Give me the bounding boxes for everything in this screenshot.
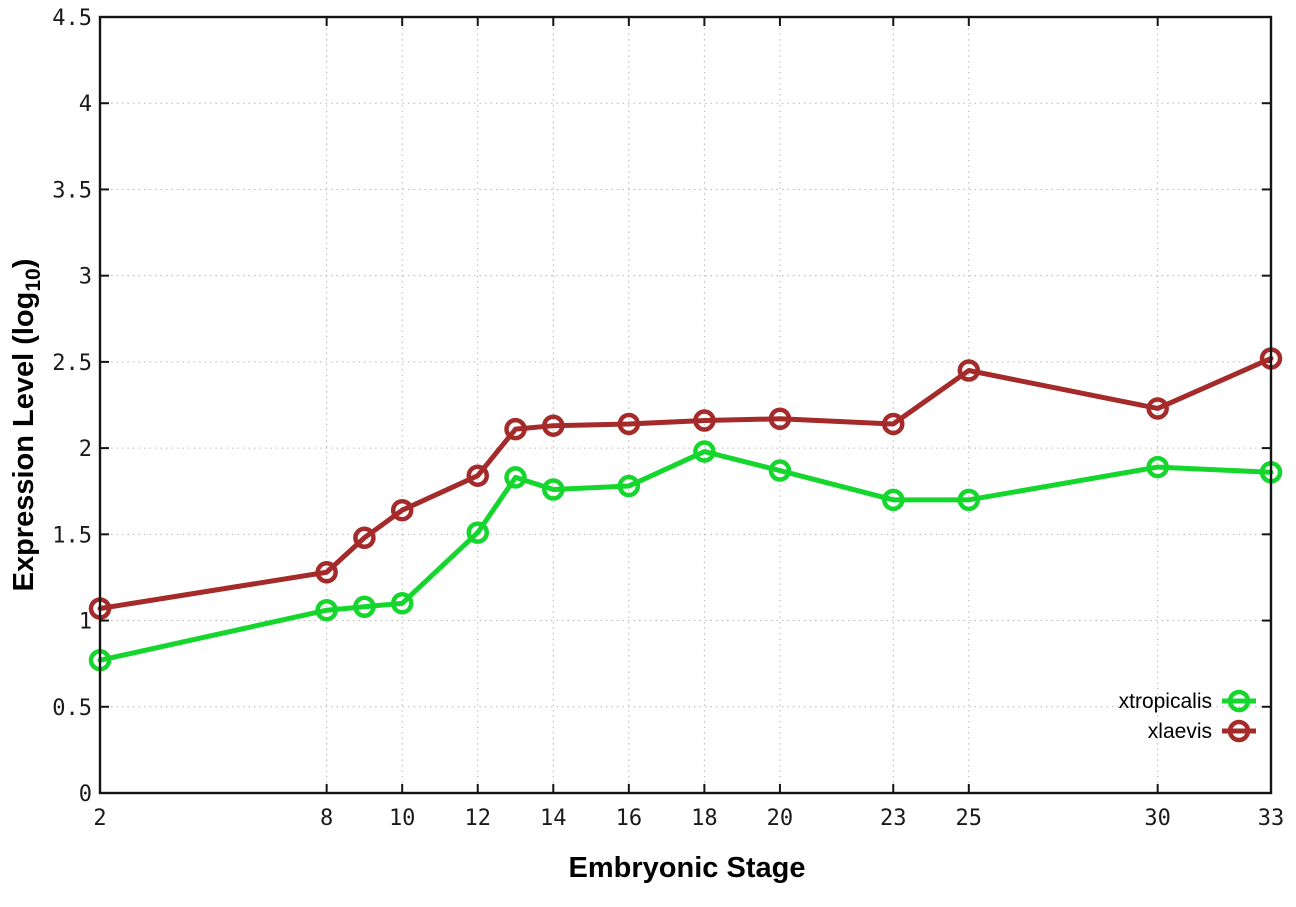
- x-tick-label: 8: [320, 806, 333, 831]
- data-point-xtropicalis-stage-13: [504, 466, 527, 489]
- x-tick-label: 25: [956, 806, 983, 831]
- data-point-xtropicalis-stage-12: [466, 521, 489, 544]
- legend-label-xlaevis: xlaevis: [1148, 720, 1212, 743]
- data-point-xtropicalis-stage-9: [353, 595, 376, 619]
- y-tick-label: 1: [79, 610, 92, 635]
- y-tick-label: 4: [79, 92, 92, 117]
- x-tick-label: 23: [880, 806, 907, 831]
- series-layer: [88, 347, 1283, 672]
- data-point-xtropicalis-stage-23: [882, 488, 905, 512]
- tick-layer: [99, 16, 1272, 794]
- series-line-xtropicalis: [97, 449, 1274, 663]
- plot-border: [98, 15, 1273, 795]
- y-axis-title-main: Expression Level (log: [8, 292, 40, 592]
- data-point-xtropicalis-stage-25: [957, 488, 981, 512]
- data-point-xtropicalis-stage-18: [693, 440, 716, 463]
- data-point-xtropicalis-stage-14: [542, 478, 565, 501]
- y-tick-label: 2.5: [52, 351, 92, 376]
- grid-layer: [99, 16, 1272, 794]
- tick-label-layer: 2 8 10 12 14 16 18 20 23 25 30 33 0 0.5 1 1.5 2 2.5 3 3.5 4 4…: [52, 6, 1284, 831]
- y-axis-title-subscript: 10: [22, 268, 45, 291]
- x-tick-label: 10: [389, 806, 416, 831]
- legend-entry-xlaevis: xlaevis: [1148, 719, 1256, 743]
- data-point-xtropicalis-stage-10: [390, 592, 414, 615]
- y-axis-title: Expression Level (log10): [8, 259, 45, 592]
- data-point-xlaevis-stage-25: [957, 359, 981, 382]
- data-point-xlaevis-stage-12: [466, 464, 489, 487]
- y-tick-label: 4.5: [52, 6, 92, 31]
- data-point-xlaevis-stage-16: [617, 412, 641, 436]
- y-tick-label: 2: [79, 437, 92, 462]
- data-point-xlaevis-stage-14: [542, 414, 565, 437]
- x-tick-label: 16: [616, 806, 643, 831]
- y-tick-label: 0: [79, 782, 92, 807]
- y-tick-label: 3.5: [52, 178, 92, 203]
- data-point-xtropicalis-stage-16: [617, 474, 641, 498]
- legend-sample-marker-xtropicalis: [1227, 689, 1251, 713]
- data-point-xlaevis-stage-30: [1146, 397, 1169, 420]
- x-tick-label: 18: [691, 806, 718, 831]
- data-point-xlaevis-stage-13: [504, 417, 527, 441]
- y-tick-label: 3: [79, 265, 92, 290]
- legend-entry-xtropicalis: xtropicalis: [1119, 689, 1256, 713]
- data-point-xlaevis-stage-9: [353, 526, 376, 550]
- x-tick-label: 2: [93, 806, 106, 831]
- data-point-xtropicalis-stage-20: [768, 459, 792, 482]
- x-tick-label: 14: [540, 806, 567, 831]
- legend: xtropicalis xlaevis: [1119, 689, 1256, 743]
- data-point-xlaevis-stage-10: [390, 498, 414, 522]
- data-point-xlaevis-stage-20: [768, 407, 792, 431]
- data-point-xlaevis-stage-8: [315, 561, 338, 584]
- x-tick-label: 33: [1258, 806, 1285, 831]
- legend-sample-marker-xlaevis: [1227, 719, 1251, 743]
- legend-label-xtropicalis: xtropicalis: [1119, 690, 1212, 713]
- data-point-xlaevis-stage-18: [693, 409, 716, 432]
- y-axis-title-close: ): [8, 259, 40, 269]
- x-tick-label: 12: [464, 806, 491, 831]
- x-axis-title: Embryonic Stage: [569, 852, 806, 884]
- data-point-xlaevis-stage-23: [882, 412, 905, 436]
- x-tick-label: 30: [1144, 806, 1171, 831]
- series-line-xlaevis: [97, 355, 1274, 611]
- y-tick-label: 1.5: [52, 523, 92, 548]
- y-tick-label: 0.5: [52, 696, 92, 721]
- x-tick-label: 20: [767, 806, 794, 831]
- data-point-xtropicalis-stage-8: [315, 598, 338, 622]
- data-point-xtropicalis-stage-30: [1146, 455, 1169, 479]
